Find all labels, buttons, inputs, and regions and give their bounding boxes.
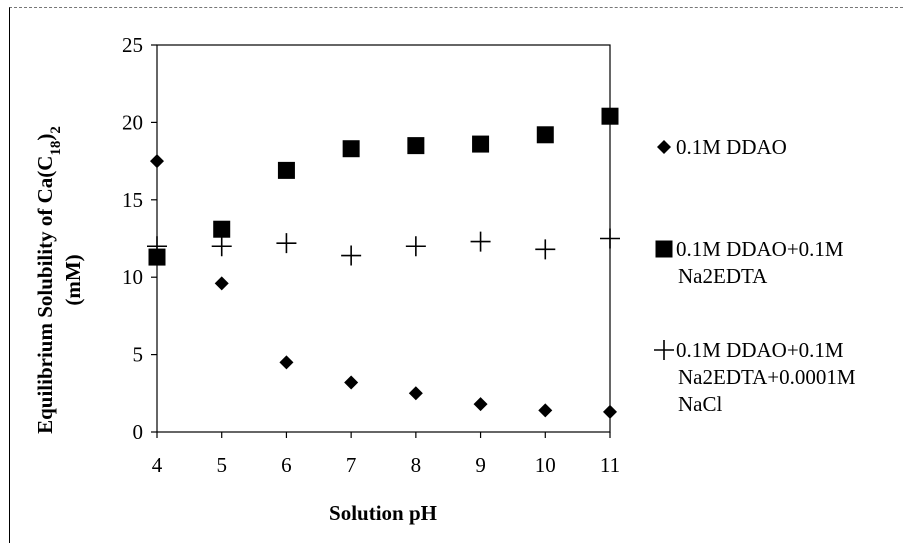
legend-label: 0.1M DDAO+0.1M (676, 338, 844, 362)
legend-marker-ddao-na2edta-nacl (654, 340, 674, 360)
data-point-ddao-na2edta-nacl (211, 236, 232, 257)
x-tick-label: 9 (475, 453, 486, 477)
plot-area-border (156, 44, 611, 433)
data-point-ddao-na2edta (407, 137, 425, 155)
legend-entry-ddao: 0.1M DDAO (657, 135, 787, 159)
y-axis-title-line2: (mM) (61, 254, 85, 305)
data-point-ddao-na2edta-nacl (147, 236, 167, 257)
axes: 0 5 10 15 20 25 4 5 6 7 8 9 10 11 (122, 33, 620, 477)
legend-label: 0.1M DDAO+0.1M (676, 237, 844, 261)
y-tick-label: 15 (122, 188, 143, 212)
data-point-ddao-na2edta (148, 248, 166, 266)
data-point-ddao-na2edta-nacl (535, 239, 556, 260)
legend-label: 0.1M DDAO (676, 135, 787, 159)
data-point-ddao-na2edta (536, 126, 554, 144)
y-tick-label: 20 (122, 110, 143, 134)
legend-label: NaCl (678, 392, 722, 416)
data-point-ddao (538, 403, 553, 418)
legend-entry-ddao-na2edta: 0.1M DDAO+0.1M Na2EDTA (655, 237, 844, 288)
data-point-ddao (279, 355, 294, 370)
data-point-ddao-na2edta (601, 107, 619, 125)
series-ddao-na2edta-nacl (147, 228, 620, 266)
data-point-ddao-na2edta (472, 135, 490, 153)
data-point-ddao-na2edta-nacl (600, 228, 620, 249)
legend-marker-ddao (657, 140, 671, 154)
y-tick-label: 10 (122, 265, 143, 289)
data-point-ddao-na2edta-nacl (276, 233, 297, 254)
data-point-ddao-na2edta (277, 161, 295, 179)
legend-label: Na2EDTA+0.0001M (678, 365, 856, 389)
legend-entry-ddao-na2edta-nacl: 0.1M DDAO+0.1M Na2EDTA+0.0001M NaCl (654, 338, 856, 416)
data-point-ddao-na2edta-nacl (470, 231, 491, 252)
x-tick-label: 10 (535, 453, 556, 477)
data-point-ddao (344, 375, 359, 390)
data-point-ddao-na2edta (213, 220, 231, 238)
x-tick-label: 7 (346, 453, 357, 477)
data-point-ddao (150, 154, 164, 169)
data-point-ddao (603, 404, 617, 419)
series-ddao-na2edta (148, 107, 619, 266)
y-axis-title: Equilibrium Solubility of Ca(C18)2 (mM) (33, 126, 85, 434)
y-tick-label: 25 (122, 33, 143, 57)
x-axis-title: Solution pH (329, 501, 437, 525)
data-points (147, 107, 620, 419)
data-point-ddao-na2edta-nacl (405, 236, 426, 257)
series-ddao (150, 154, 617, 419)
legend-marker-ddao-na2edta (655, 240, 673, 258)
x-tick-label: 4 (152, 453, 163, 477)
data-point-ddao-na2edta-nacl (341, 245, 362, 266)
x-tick-label: 6 (281, 453, 292, 477)
data-point-ddao-na2edta (342, 140, 360, 158)
y-tick-label: 5 (133, 343, 144, 367)
y-tick-label: 0 (133, 420, 144, 444)
data-point-ddao (214, 276, 229, 291)
figure-border (9, 7, 903, 543)
data-point-ddao (473, 397, 488, 412)
x-tick-label: 5 (216, 453, 227, 477)
y-axis-title-line1: Equilibrium Solubility of Ca(C18)2 (33, 126, 64, 434)
x-tick-label: 11 (600, 453, 620, 477)
legend-label: Na2EDTA (678, 264, 768, 288)
x-tick-label: 8 (411, 453, 422, 477)
data-point-ddao (408, 386, 423, 401)
